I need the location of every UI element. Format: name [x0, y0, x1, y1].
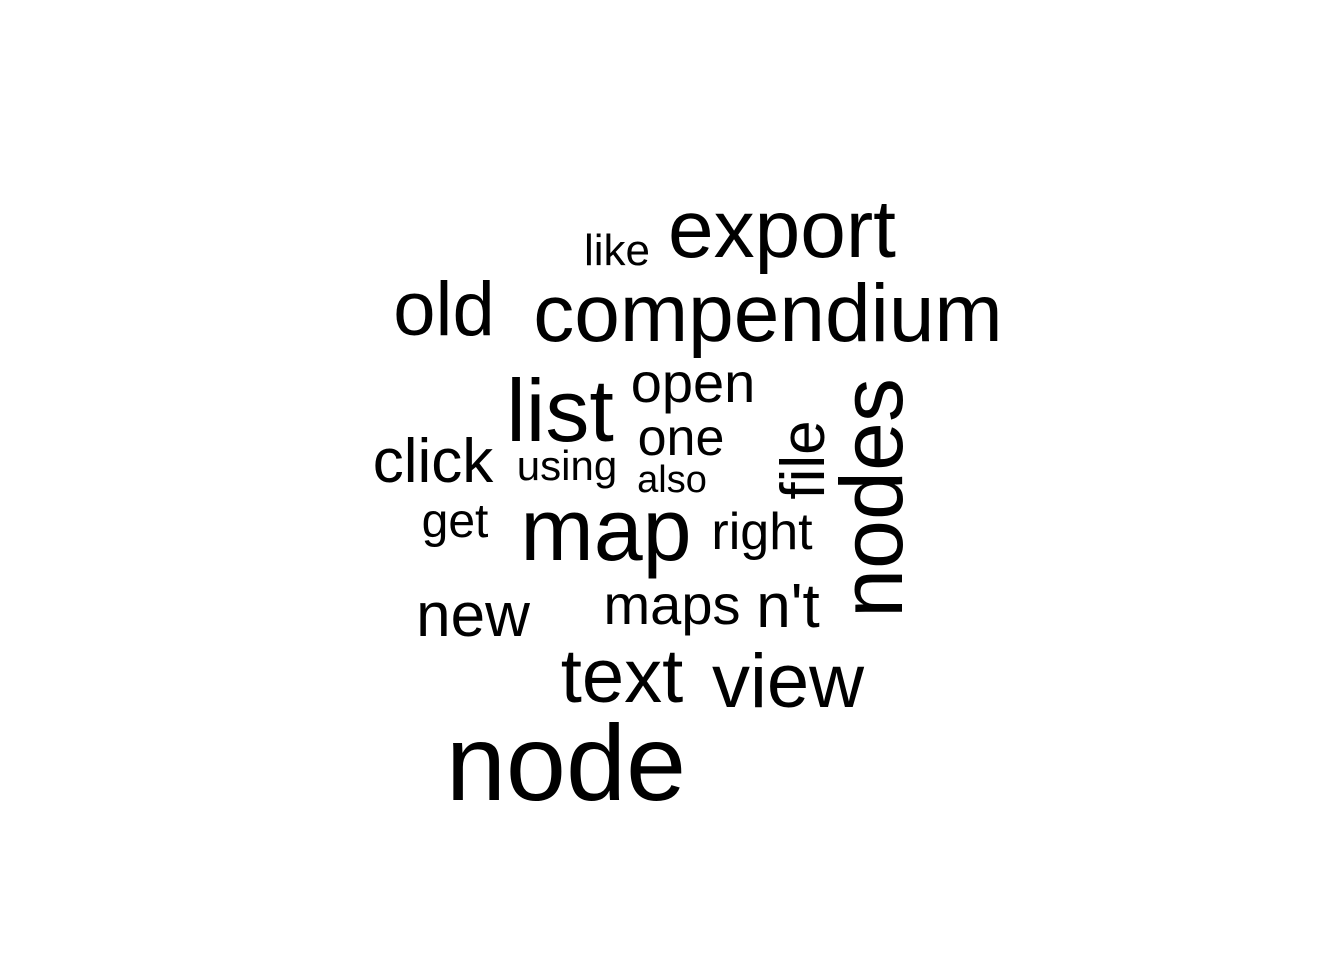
word-open: open [630, 351, 756, 414]
word-nodes: nodes [822, 378, 921, 618]
word-text: text [560, 634, 684, 719]
word-file: file [769, 420, 838, 500]
word-like: like [583, 226, 651, 275]
word-right: right [711, 503, 813, 561]
word-also: also [637, 459, 707, 501]
word-maps: maps [603, 573, 741, 636]
word-list: list [506, 361, 614, 460]
word-click: click [372, 427, 494, 496]
word-new: new [416, 581, 530, 650]
word-compendium: compendium [533, 268, 1003, 359]
word-nt: n't [756, 572, 820, 641]
word-export: export [668, 184, 896, 275]
word-node: node [445, 702, 687, 823]
word-old: old [393, 267, 495, 352]
word-view: view [711, 639, 865, 724]
word-using: using [516, 442, 618, 489]
word-map: map [520, 480, 692, 579]
word-get: get [421, 495, 489, 548]
word-one: one [637, 409, 725, 467]
